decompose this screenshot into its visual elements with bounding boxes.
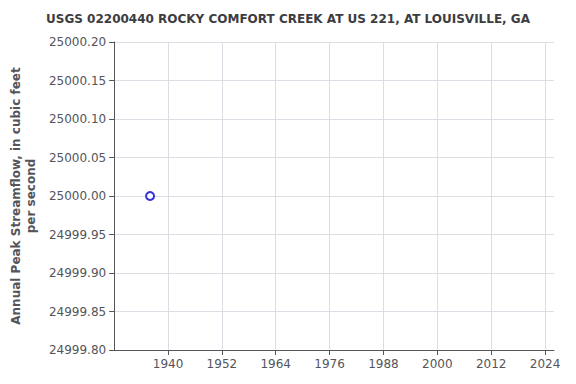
- svg-text:1976: 1976: [314, 357, 345, 371]
- svg-text:2000: 2000: [422, 357, 453, 371]
- svg-text:25000.05: 25000.05: [49, 151, 106, 165]
- svg-text:25000.20: 25000.20: [49, 35, 106, 49]
- svg-text:1952: 1952: [207, 357, 238, 371]
- svg-text:24999.95: 24999.95: [49, 228, 106, 242]
- svg-text:25000.10: 25000.10: [49, 112, 106, 126]
- svg-text:24999.80: 24999.80: [49, 343, 106, 357]
- svg-text:1988: 1988: [368, 357, 399, 371]
- svg-text:1940: 1940: [153, 357, 184, 371]
- svg-text:2024: 2024: [530, 357, 561, 371]
- svg-text:Annual Peak Streamflow, in cub: Annual Peak Streamflow, in cubic feet: [9, 67, 23, 325]
- svg-text:25000.00: 25000.00: [49, 189, 106, 203]
- svg-text:USGS 02200440 ROCKY COMFORT CR: USGS 02200440 ROCKY COMFORT CREEK AT US …: [46, 12, 531, 26]
- svg-text:25000.15: 25000.15: [49, 74, 106, 88]
- svg-text:24999.85: 24999.85: [49, 305, 106, 319]
- svg-text:per second: per second: [24, 159, 38, 234]
- svg-text:2012: 2012: [476, 357, 507, 371]
- svg-text:24999.90: 24999.90: [49, 266, 106, 280]
- svg-text:1964: 1964: [260, 357, 291, 371]
